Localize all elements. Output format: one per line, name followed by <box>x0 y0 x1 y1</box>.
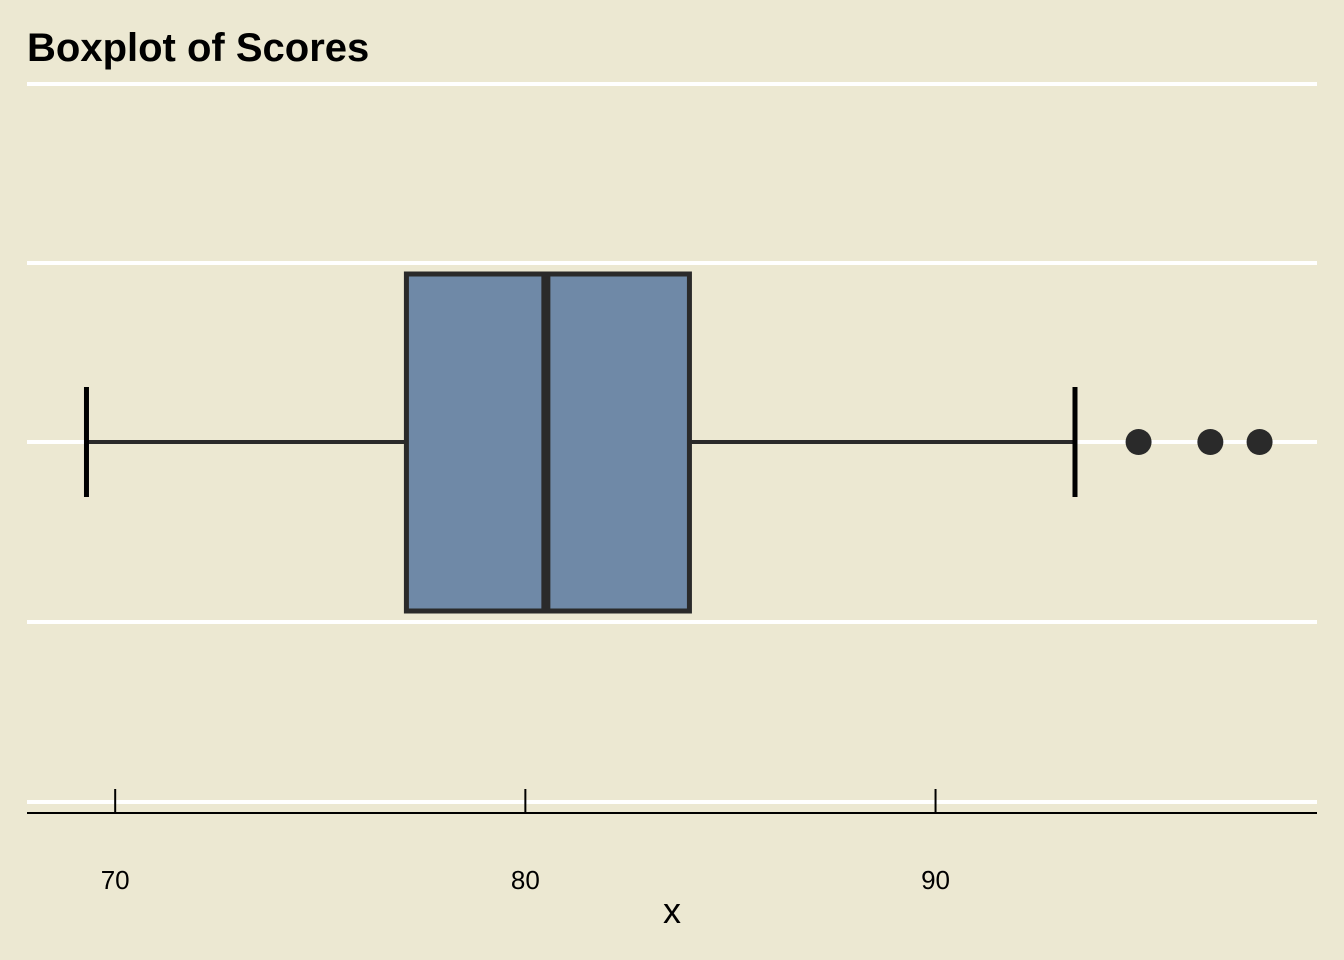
x-axis-label: x <box>663 890 681 931</box>
outlier-point-2 <box>1246 429 1273 455</box>
outlier-point-1 <box>1197 429 1224 455</box>
x-tick-label-1: 80 <box>511 865 540 895</box>
outlier-point-0 <box>1125 429 1152 455</box>
chart-title: Boxplot of Scores <box>27 26 370 70</box>
x-tick-label-0: 70 <box>101 865 130 895</box>
x-tick-label-2: 90 <box>921 865 950 895</box>
